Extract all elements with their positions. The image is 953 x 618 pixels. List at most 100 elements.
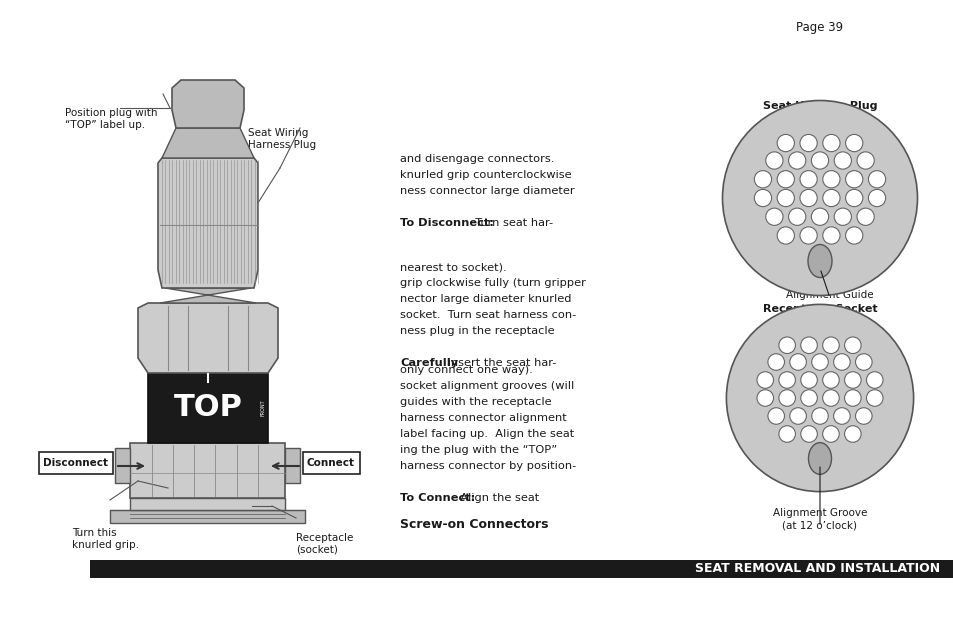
Ellipse shape (821, 227, 840, 244)
Ellipse shape (778, 426, 795, 442)
Text: nector large diameter knurled: nector large diameter knurled (399, 294, 571, 304)
Ellipse shape (867, 171, 884, 188)
Ellipse shape (833, 408, 849, 425)
Ellipse shape (788, 152, 805, 169)
Ellipse shape (725, 305, 913, 491)
Text: socket.  Turn seat harness con-: socket. Turn seat harness con- (399, 310, 576, 320)
Text: nearest to socket).: nearest to socket). (399, 262, 506, 272)
Ellipse shape (810, 152, 828, 169)
Text: Turn seat har-: Turn seat har- (467, 218, 553, 228)
Ellipse shape (777, 135, 794, 151)
Text: Connect: Connect (307, 458, 355, 468)
Text: To Connect:: To Connect: (399, 493, 475, 503)
Ellipse shape (777, 189, 794, 206)
Text: Seat Harness Plug: Seat Harness Plug (762, 101, 877, 111)
Ellipse shape (833, 208, 850, 226)
Ellipse shape (844, 135, 862, 151)
Text: Carefully: Carefully (399, 358, 457, 368)
Ellipse shape (756, 390, 773, 406)
Text: Align the seat: Align the seat (453, 493, 539, 503)
Polygon shape (138, 303, 277, 373)
Text: Page 39: Page 39 (796, 22, 842, 35)
FancyBboxPatch shape (39, 452, 112, 474)
Ellipse shape (756, 134, 882, 262)
Text: grip clockwise fully (turn gripper: grip clockwise fully (turn gripper (399, 278, 585, 288)
Polygon shape (162, 128, 253, 158)
Text: ing the plug with the “TOP”: ing the plug with the “TOP” (399, 445, 557, 455)
Ellipse shape (778, 371, 795, 388)
Ellipse shape (800, 189, 817, 206)
Ellipse shape (812, 329, 826, 345)
Ellipse shape (855, 408, 871, 425)
Polygon shape (110, 510, 305, 523)
Ellipse shape (821, 371, 839, 388)
Ellipse shape (811, 353, 827, 370)
Ellipse shape (744, 123, 894, 273)
Ellipse shape (844, 171, 862, 188)
Text: Receptacle
(socket): Receptacle (socket) (295, 533, 353, 554)
Ellipse shape (855, 353, 871, 370)
Ellipse shape (843, 371, 861, 388)
Polygon shape (285, 448, 299, 483)
Ellipse shape (756, 371, 773, 388)
Ellipse shape (843, 426, 861, 442)
Text: insert the seat har-: insert the seat har- (443, 358, 556, 368)
Ellipse shape (843, 390, 861, 406)
Polygon shape (115, 448, 130, 483)
Ellipse shape (721, 101, 917, 295)
Text: FRONT: FRONT (260, 400, 265, 417)
Ellipse shape (800, 371, 817, 388)
Text: Receptacle Socket: Receptacle Socket (761, 304, 877, 314)
Ellipse shape (789, 353, 805, 370)
Text: To Disconnect:: To Disconnect: (399, 218, 494, 228)
Ellipse shape (844, 227, 862, 244)
Ellipse shape (800, 426, 817, 442)
Ellipse shape (758, 337, 881, 459)
Polygon shape (160, 288, 255, 303)
Ellipse shape (821, 135, 840, 151)
Polygon shape (130, 443, 285, 498)
Ellipse shape (777, 171, 794, 188)
Ellipse shape (778, 390, 795, 406)
Ellipse shape (800, 337, 817, 353)
Polygon shape (130, 498, 285, 510)
Text: guides with the receptacle: guides with the receptacle (399, 397, 551, 407)
Ellipse shape (821, 171, 840, 188)
Ellipse shape (789, 408, 805, 425)
Text: only connect one way).: only connect one way). (399, 365, 532, 375)
Text: and disengage connectors.: and disengage connectors. (399, 154, 554, 164)
Text: Seat Wiring
Harness Plug: Seat Wiring Harness Plug (248, 128, 315, 150)
Ellipse shape (821, 426, 839, 442)
Text: harness connector alignment: harness connector alignment (399, 413, 566, 423)
Ellipse shape (833, 152, 850, 169)
Ellipse shape (800, 171, 817, 188)
Ellipse shape (884, 390, 898, 406)
Ellipse shape (844, 189, 862, 206)
FancyBboxPatch shape (90, 560, 953, 578)
Text: ness connector large diameter: ness connector large diameter (399, 186, 574, 196)
Polygon shape (172, 80, 244, 128)
Text: harness connector by position-: harness connector by position- (399, 461, 576, 471)
Text: SEAT REMOVAL AND INSTALLATION: SEAT REMOVAL AND INSTALLATION (694, 562, 939, 575)
Ellipse shape (800, 135, 817, 151)
Ellipse shape (811, 408, 827, 425)
Text: Disconnect: Disconnect (44, 458, 109, 468)
Text: socket alignment grooves (will: socket alignment grooves (will (399, 381, 574, 391)
Ellipse shape (740, 390, 754, 406)
Ellipse shape (865, 371, 882, 388)
Text: Alignment Guide: Alignment Guide (785, 290, 873, 300)
Ellipse shape (812, 451, 826, 467)
Ellipse shape (865, 390, 882, 406)
Text: label facing up.  Align the seat: label facing up. Align the seat (399, 429, 574, 439)
Ellipse shape (788, 208, 805, 226)
Ellipse shape (765, 208, 782, 226)
Ellipse shape (821, 337, 839, 353)
Ellipse shape (867, 189, 884, 206)
Ellipse shape (856, 208, 873, 226)
Text: Position plug with
“TOP” label up.: Position plug with “TOP” label up. (65, 108, 157, 130)
Ellipse shape (767, 408, 783, 425)
Ellipse shape (747, 326, 891, 470)
Text: TOP: TOP (173, 394, 242, 423)
Ellipse shape (778, 337, 795, 353)
Polygon shape (158, 158, 257, 288)
